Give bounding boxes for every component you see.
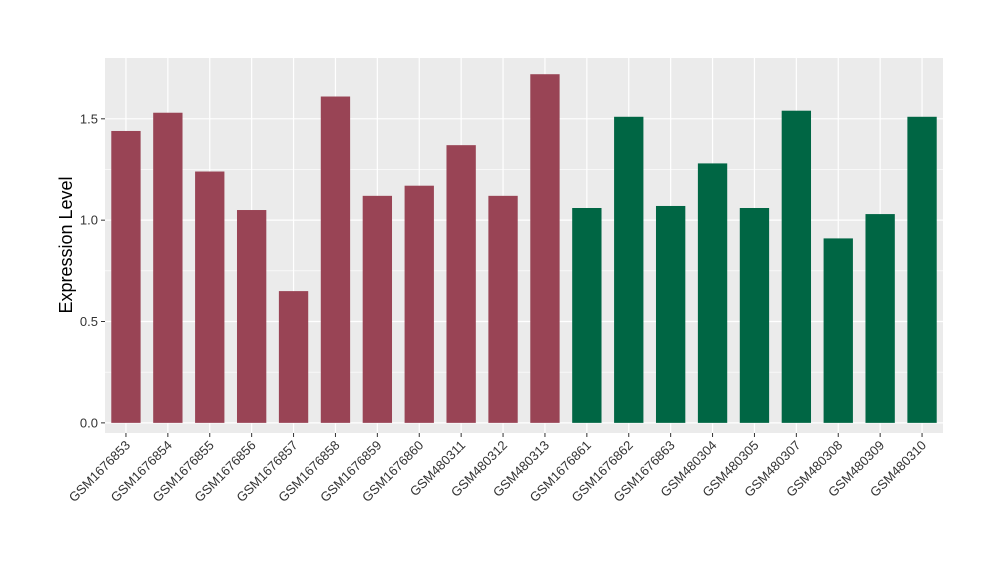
y-axis-title: Expression Level xyxy=(56,176,76,313)
bar-gsm1676861 xyxy=(572,208,602,423)
y-tick-label: 1.0 xyxy=(80,213,98,228)
bar-gsm1676859 xyxy=(362,195,393,423)
bar-gsm1676853 xyxy=(111,130,141,423)
y-tick-label: 0.0 xyxy=(80,415,98,430)
bar-gsm1676860 xyxy=(404,185,434,423)
bar-gsm480312 xyxy=(488,195,518,423)
bar-gsm1676858 xyxy=(320,96,351,423)
bar-gsm480304 xyxy=(697,163,728,423)
y-tick-label: 0.5 xyxy=(80,314,98,329)
bar-gsm480310 xyxy=(907,116,937,423)
bar-gsm480309 xyxy=(865,214,895,423)
bars xyxy=(111,74,937,423)
bar-gsm480313 xyxy=(530,74,560,423)
y-tick-label: 1.5 xyxy=(80,111,98,126)
bar-gsm1676857 xyxy=(278,291,309,423)
bar-gsm1676863 xyxy=(655,205,686,423)
bar-gsm480311 xyxy=(446,145,476,423)
bar-gsm1676854 xyxy=(153,112,183,423)
bar-gsm480308 xyxy=(823,238,853,423)
bar-gsm1676855 xyxy=(195,171,225,423)
bar-gsm480305 xyxy=(739,208,770,423)
bar-gsm1676862 xyxy=(614,116,644,423)
bar-gsm480307 xyxy=(781,110,812,423)
plot-panel xyxy=(105,58,943,433)
x-axis-ticks: GSM1676853GSM1676854GSM1676855GSM1676856… xyxy=(66,433,929,505)
bar-gsm1676856 xyxy=(236,210,267,423)
y-axis-ticks: 0.0 0.5 1.0 1.5 xyxy=(80,111,105,430)
